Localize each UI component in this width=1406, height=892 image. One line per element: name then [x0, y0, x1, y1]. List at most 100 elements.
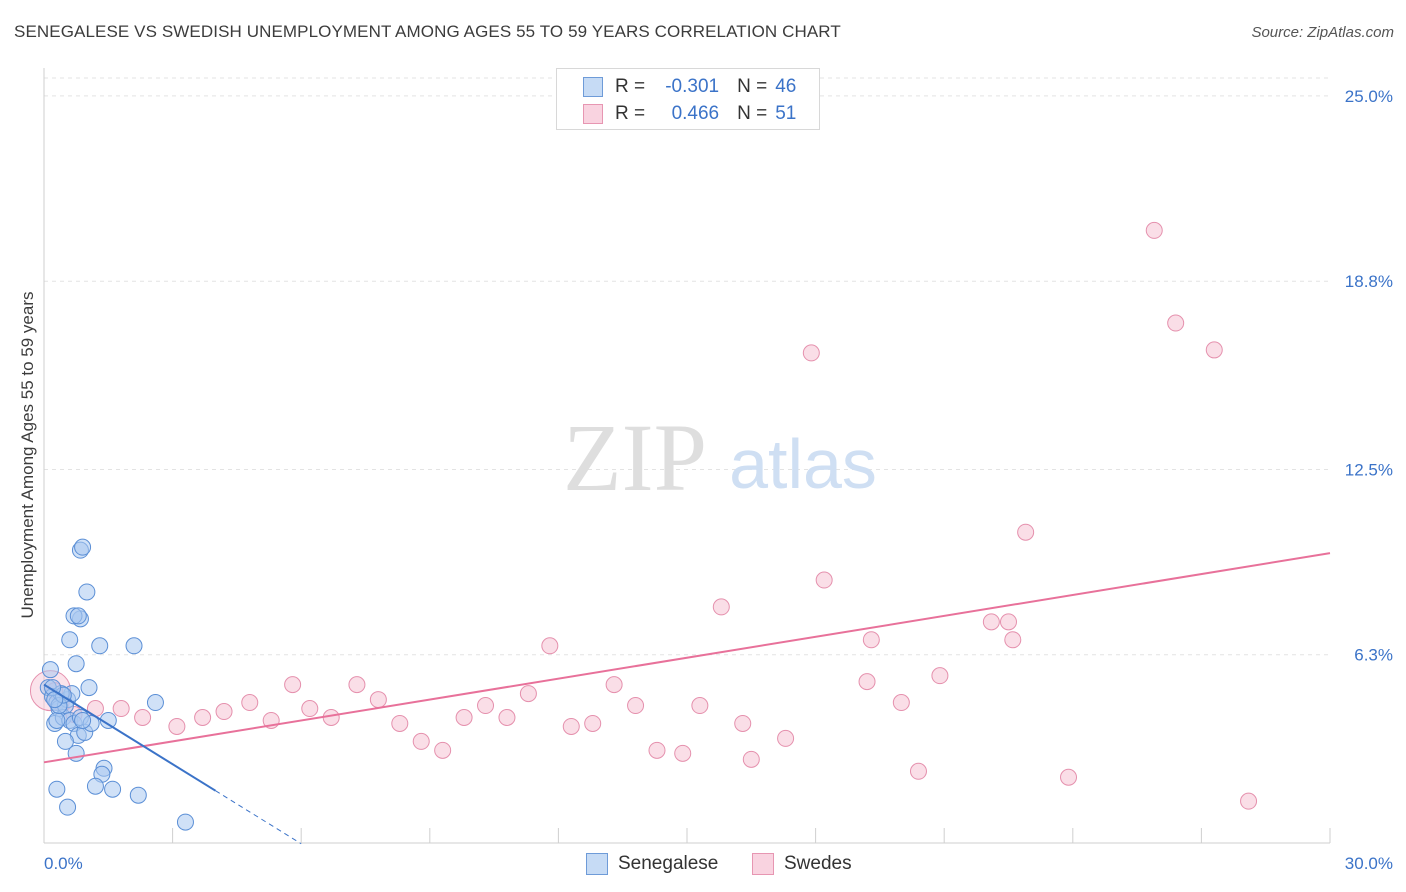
senegalese-point — [125, 637, 143, 655]
swedes-point — [931, 667, 949, 685]
swedes-point — [519, 685, 537, 703]
swedes-point — [712, 598, 730, 616]
swedes-point — [815, 571, 833, 589]
watermark: ZIP atlas — [563, 404, 877, 511]
swedes-point — [1060, 768, 1078, 786]
swedes-point — [434, 741, 452, 759]
swedes-point — [112, 700, 130, 718]
swedes-point — [627, 697, 645, 715]
chart-title: SENEGALESE VS SWEDISH UNEMPLOYMENT AMONG… — [14, 22, 841, 41]
r-label: R = — [615, 76, 646, 97]
swedes-point — [348, 676, 366, 694]
swedes-point — [858, 673, 876, 691]
senegalese-point — [74, 711, 92, 729]
swedes-point — [284, 676, 302, 694]
y-tick-label: 6.3% — [1354, 646, 1393, 665]
n-value: 51 — [775, 103, 797, 124]
watermark-atlas: atlas — [729, 425, 877, 503]
senegalese-point — [129, 786, 147, 804]
trend-lines — [43, 552, 1331, 845]
n-label: N = — [737, 103, 768, 124]
swedes-point — [477, 697, 495, 715]
swedes-point — [1205, 341, 1223, 359]
senegalese-point — [176, 813, 194, 831]
swedes-point — [909, 762, 927, 780]
legend-row-senegalese: R = -0.301 N = 46 — [583, 75, 796, 99]
senegalese-point — [69, 607, 87, 625]
swedes-point — [301, 700, 319, 718]
senegalese-point — [146, 694, 164, 712]
swedes-point — [584, 714, 602, 732]
senegalese-point — [78, 583, 96, 601]
x-tick-label: 30.0% — [1345, 854, 1393, 873]
grid — [44, 77, 1330, 656]
senegalese-swatch — [583, 77, 603, 97]
senegalese-point — [48, 711, 66, 729]
swedes-point — [1240, 792, 1258, 810]
tick-labels: 6.3% 12.5% 18.8% 25.0% 0.0% 30.0% — [44, 87, 1393, 873]
senegalese-point — [59, 798, 77, 816]
swedes-point — [194, 708, 212, 726]
senegalese-trend-line — [43, 683, 216, 792]
swedes-point — [1000, 613, 1017, 631]
swedes-point — [982, 613, 1000, 631]
senegalese-legend-swatch — [586, 853, 608, 875]
senegalese-point — [104, 780, 122, 798]
swedes-points — [29, 221, 1258, 810]
senegalese-trend-extension — [215, 790, 302, 845]
y-tick-label: 25.0% — [1345, 87, 1393, 106]
swedes-point — [1167, 314, 1185, 332]
senegalese-point — [86, 777, 104, 795]
swedes-trend-line — [43, 552, 1331, 764]
legend-swedes: Swedes — [752, 852, 852, 876]
senegalese-point — [61, 631, 79, 649]
swedes-point — [369, 691, 387, 709]
swedes-point — [168, 717, 186, 735]
senegalese-point — [80, 679, 98, 697]
swedes-point — [862, 631, 880, 649]
watermark-zip: ZIP — [563, 404, 707, 511]
swedes-point — [1004, 631, 1022, 649]
swedes-point — [802, 344, 820, 362]
r-label: R = — [615, 103, 646, 124]
swedes-legend-label: Swedes — [784, 853, 852, 874]
swedes-point — [734, 714, 752, 732]
swedes-point — [674, 744, 692, 762]
senegalese-legend-label: Senegalese — [618, 853, 719, 874]
swedes-point — [1017, 523, 1035, 541]
swedes-point — [241, 694, 259, 712]
senegalese-point — [41, 661, 59, 679]
senegalese-point — [67, 655, 85, 673]
senegalese-point — [74, 538, 92, 556]
n-value: 46 — [775, 76, 797, 97]
senegalese-point — [56, 732, 74, 750]
r-value: -0.301 — [665, 76, 720, 97]
axes — [43, 68, 1331, 844]
legend-senegalese: Senegalese — [586, 852, 718, 876]
swedes-point — [391, 714, 409, 732]
swedes-point — [648, 741, 666, 759]
swedes-point — [215, 703, 233, 721]
swedes-point — [742, 750, 760, 768]
swedes-point — [691, 697, 709, 715]
swedes-point — [134, 708, 152, 726]
swedes-point — [498, 708, 516, 726]
source-label: Source: ZipAtlas.com — [1251, 24, 1394, 41]
swedes-point — [541, 637, 559, 655]
x-tick-label: 0.0% — [44, 854, 83, 873]
legend-row-swedes: R = 0.466 N = 51 — [583, 102, 796, 126]
swedes-point — [562, 717, 580, 735]
swedes-point — [455, 708, 473, 726]
swedes-swatch — [583, 104, 603, 124]
swedes-point — [605, 676, 623, 694]
y-tick-label: 12.5% — [1345, 460, 1393, 479]
swedes-point — [412, 732, 430, 750]
swedes-point — [892, 694, 910, 712]
swedes-point — [1145, 221, 1163, 239]
senegalese-point — [48, 780, 66, 798]
swedes-legend-swatch — [752, 853, 774, 875]
swedes-point — [777, 729, 795, 747]
senegalese-point — [91, 637, 109, 655]
y-tick-label: 18.8% — [1345, 272, 1393, 291]
